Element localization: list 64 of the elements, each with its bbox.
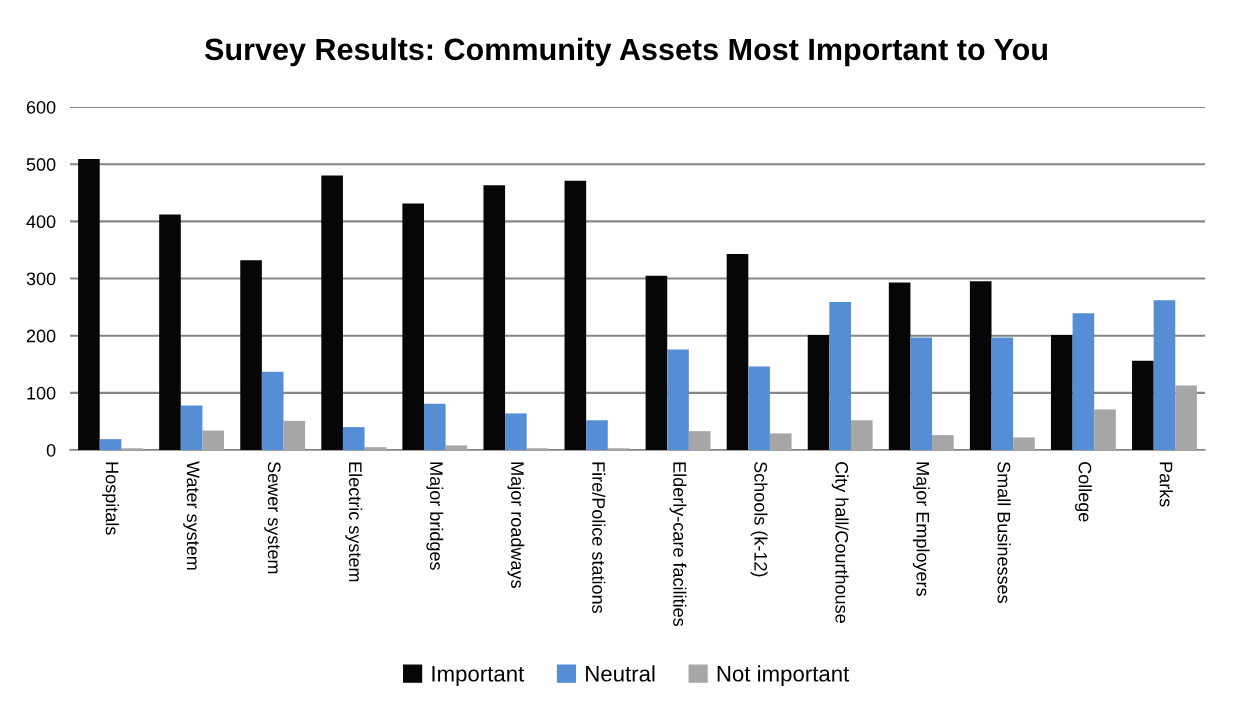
bar xyxy=(159,214,181,450)
bar xyxy=(342,427,365,450)
x-tick-label: City hall/Courthouse xyxy=(831,462,849,623)
bar xyxy=(829,301,851,450)
bar xyxy=(645,275,668,450)
bar xyxy=(688,431,711,450)
y-tick-label: 500 xyxy=(26,158,56,171)
y-tick-label: 600 xyxy=(26,100,56,114)
bar xyxy=(505,413,527,450)
bar xyxy=(910,337,933,450)
chart-title: Survey Results: Community Assets Most Important to You xyxy=(204,37,1047,67)
bar xyxy=(445,445,468,450)
bar xyxy=(283,420,306,450)
y-tick-label: 100 xyxy=(27,386,56,400)
bar xyxy=(78,159,100,450)
bar xyxy=(969,281,992,450)
bar xyxy=(1013,437,1035,450)
x-tick-label: Small Businesses xyxy=(997,461,1011,603)
bar xyxy=(1175,385,1197,450)
bar xyxy=(807,335,830,450)
bar xyxy=(99,439,122,450)
bar xyxy=(564,180,587,450)
x-tick-label: Water system xyxy=(183,461,200,570)
bar xyxy=(991,337,1014,450)
bar xyxy=(1153,300,1176,450)
x-tick-label: Electric system xyxy=(345,462,363,582)
x-tick-label: Sewer system xyxy=(264,461,281,574)
bar xyxy=(424,403,446,450)
y-tick-label: 0 xyxy=(46,443,56,457)
y-tick-label: 200 xyxy=(26,329,56,343)
bar xyxy=(888,282,911,450)
x-tick-label: Schools (k-12) xyxy=(750,461,768,577)
bar xyxy=(667,349,689,450)
bar xyxy=(1132,360,1154,450)
legend-label: Neutral xyxy=(586,665,655,682)
x-tick-label: Fire/Police stations xyxy=(592,462,606,613)
bar xyxy=(748,366,770,450)
bar xyxy=(321,175,343,450)
bar xyxy=(180,405,203,450)
legend-label: Not important xyxy=(717,665,850,686)
legend-label: Important xyxy=(432,666,525,686)
y-tick-label: 300 xyxy=(26,272,56,286)
x-tick-label: Hospitals xyxy=(102,462,119,535)
x-tick-label: Major Employers xyxy=(912,462,930,596)
bar xyxy=(932,435,954,450)
x-tick-label: Major roadways xyxy=(507,462,525,588)
x-tick-label: Major bridges xyxy=(426,462,444,570)
bar xyxy=(1050,335,1073,450)
bar xyxy=(1072,313,1095,450)
bar xyxy=(586,420,608,450)
bar xyxy=(1094,409,1116,450)
bar xyxy=(202,430,225,450)
y-tick-label: 400 xyxy=(26,215,56,229)
bar xyxy=(240,260,262,450)
x-tick-label: Elderly-care facilities xyxy=(669,462,687,627)
bar xyxy=(726,253,749,450)
bar xyxy=(769,433,792,450)
bar xyxy=(402,203,425,450)
x-tick-label: College xyxy=(1074,462,1092,522)
bar xyxy=(850,420,873,450)
x-tick-label: Parks xyxy=(1159,462,1173,507)
bar xyxy=(364,447,387,450)
bar xyxy=(261,371,284,450)
bar xyxy=(483,185,506,450)
